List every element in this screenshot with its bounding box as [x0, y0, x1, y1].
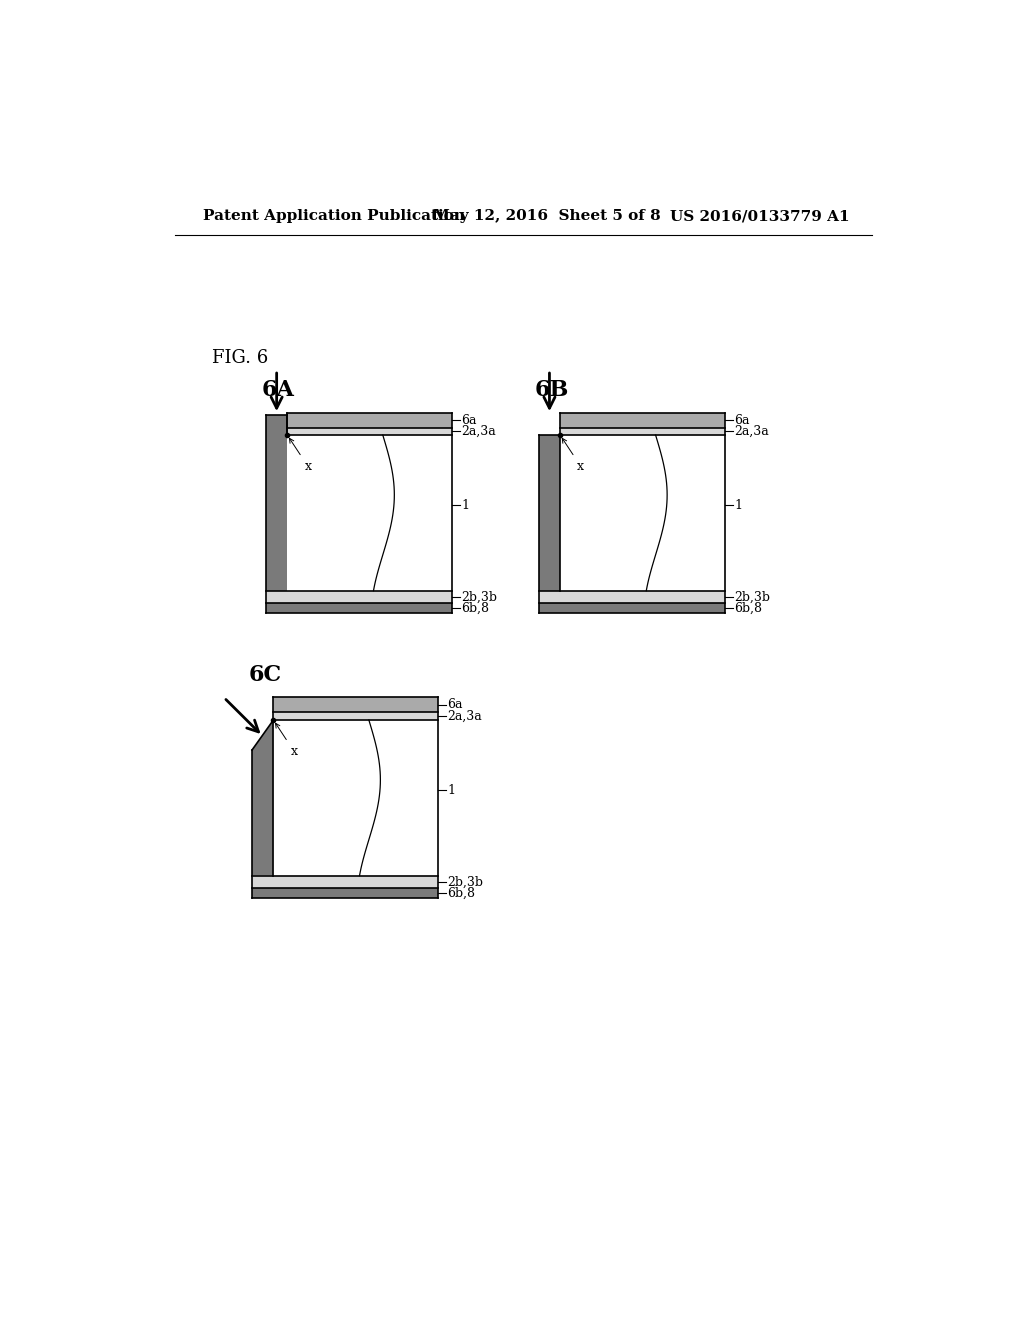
Text: 2a,3a: 2a,3a [447, 710, 482, 723]
Text: FIG. 6: FIG. 6 [212, 350, 268, 367]
Bar [560, 412, 725, 428]
Text: 6a: 6a [461, 413, 477, 426]
Text: 2b,3b: 2b,3b [734, 590, 770, 603]
Text: 1: 1 [447, 784, 456, 796]
Text: 2a,3a: 2a,3a [734, 425, 769, 438]
Bar [252, 888, 438, 898]
Text: 6B: 6B [535, 379, 569, 401]
Text: 1: 1 [734, 499, 742, 512]
Text: x: x [562, 438, 584, 473]
Text: Patent Application Publication: Patent Application Publication [203, 209, 465, 223]
Text: 6b,8: 6b,8 [447, 886, 475, 899]
Text: 6a: 6a [734, 413, 750, 426]
Bar [288, 428, 452, 436]
Bar [288, 436, 452, 590]
Bar [252, 875, 438, 888]
Polygon shape [252, 719, 273, 875]
Text: 6a: 6a [447, 698, 463, 711]
Bar [273, 719, 438, 875]
Bar [266, 414, 288, 612]
Text: 2b,3b: 2b,3b [447, 875, 483, 888]
Bar [539, 590, 725, 603]
Text: 6b,8: 6b,8 [461, 602, 489, 614]
Text: 6b,8: 6b,8 [734, 602, 762, 614]
Bar [560, 428, 725, 436]
Bar [539, 603, 725, 612]
Bar [560, 436, 725, 590]
Bar [539, 436, 560, 612]
Text: x: x [275, 723, 297, 758]
Bar [266, 603, 452, 612]
Text: 6A: 6A [262, 379, 295, 401]
Text: US 2016/0133779 A1: US 2016/0133779 A1 [671, 209, 850, 223]
Bar [273, 713, 438, 719]
Text: 2b,3b: 2b,3b [461, 590, 498, 603]
Text: x: x [290, 438, 311, 473]
Text: May 12, 2016  Sheet 5 of 8: May 12, 2016 Sheet 5 of 8 [432, 209, 660, 223]
Text: 6C: 6C [248, 664, 282, 686]
Bar [288, 412, 452, 428]
Bar [266, 590, 452, 603]
Text: 2a,3a: 2a,3a [461, 425, 496, 438]
Text: 1: 1 [461, 499, 469, 512]
Bar [273, 697, 438, 713]
